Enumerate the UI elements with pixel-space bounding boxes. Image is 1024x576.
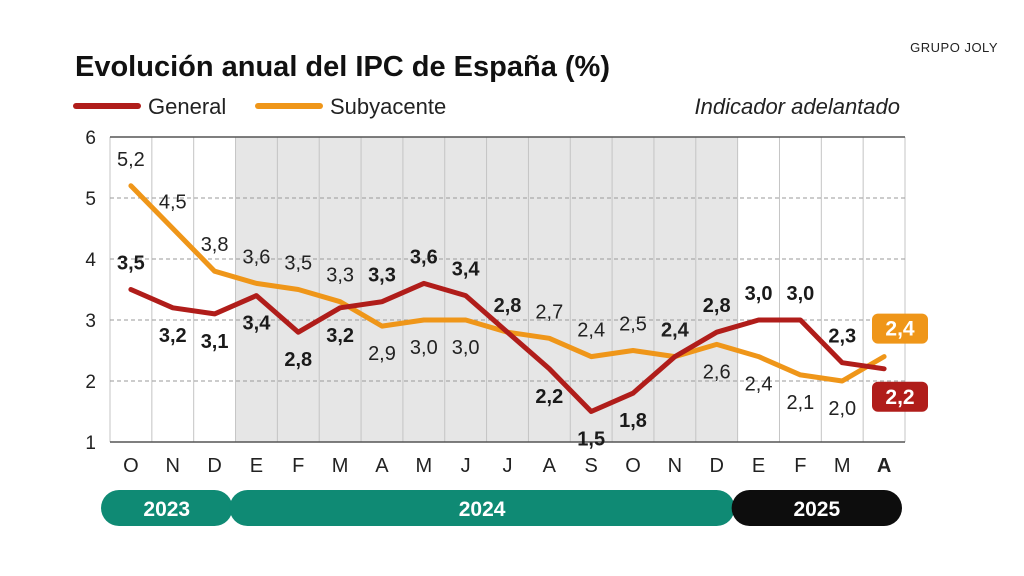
data-label-subyacente: 3,3 [326, 265, 354, 287]
x-tick-label: N [166, 455, 180, 477]
x-tick-label: F [794, 455, 806, 477]
data-label-subyacente: 2,1 [786, 392, 814, 414]
y-tick-label: 5 [85, 189, 96, 210]
data-label-general: 3,0 [745, 283, 773, 305]
year-bands: 2023 2024 2025 [101, 490, 902, 526]
x-tick-label: J [461, 455, 471, 477]
x-tick-label: D [709, 455, 723, 477]
data-label-subyacente: 2,6 [703, 361, 731, 383]
data-label-general: 2,8 [703, 295, 731, 317]
x-tick-label: N [668, 455, 682, 477]
data-label-general: 2,2 [535, 386, 563, 408]
data-label-subyacente: 2,4 [577, 320, 605, 342]
data-label-general: 3,2 [159, 325, 187, 347]
x-tick-label: D [207, 455, 221, 477]
data-label-general: 2,8 [284, 349, 312, 371]
year-band-label: 2025 [793, 498, 840, 521]
x-tick-label: A [375, 455, 389, 477]
data-label-subyacente: 3,0 [452, 337, 480, 359]
year-band-2023 [101, 490, 233, 526]
x-tick-label: S [585, 455, 598, 477]
data-label-subyacente: 2,9 [368, 343, 396, 365]
y-tick-label: 6 [85, 128, 96, 149]
x-tick-label: M [415, 455, 432, 477]
end-value-general-pill-label: 2,2 [885, 386, 914, 409]
x-tick-label: O [123, 455, 139, 477]
data-label-general: 1,8 [619, 410, 647, 432]
x-tick-label: A [543, 455, 557, 477]
data-label-subyacente: 3,8 [201, 234, 229, 256]
chart-title: Evolución anual del IPC de España (%) [75, 51, 610, 83]
data-label-general: 1,5 [577, 429, 605, 451]
y-tick-label: 2 [85, 372, 96, 393]
x-tick-label: M [834, 455, 851, 477]
data-label-subyacente: 2,4 [745, 374, 773, 396]
end-value-general-pill [872, 381, 928, 412]
x-tick-label: F [292, 455, 304, 477]
data-label-general: 3,3 [368, 265, 396, 287]
year-band-label: 2023 [143, 498, 190, 521]
legend-label-subyacente: Subyacente [330, 94, 446, 119]
data-label-subyacente: 3,0 [410, 337, 438, 359]
data-label-general: 2,4 [661, 320, 690, 342]
series [128, 183, 887, 414]
y-axis-ticks: 1 2 3 4 5 6 [85, 128, 96, 454]
data-label-general: 3,5 [117, 253, 145, 275]
year-band-2024 [229, 490, 735, 526]
x-tick-label: E [250, 455, 263, 477]
data-label-subyacente: 5,2 [117, 149, 145, 171]
series-line-general [128, 280, 887, 414]
y-tick-label: 1 [85, 433, 96, 454]
x-tick-label: M [332, 455, 349, 477]
data-label-subyacente: 2,8 [494, 295, 522, 317]
data-label-subyacente: 3,6 [243, 246, 271, 268]
data-label-general: 2,3 [828, 326, 856, 348]
y-tick-label: 4 [85, 250, 96, 271]
data-label-general: 3,1 [201, 331, 229, 353]
legend: General Subyacente [73, 94, 446, 119]
data-label-subyacente: 2,7 [535, 301, 563, 323]
data-label-general: 3,2 [326, 325, 354, 347]
data-labels: 3,5 5,2 3,2 4,5 3,1 3,8 3,4 3,6 2,8 3,5 3,2 3,3 3,3 2… [117, 149, 928, 451]
end-value-subyacente-pill-label: 2,4 [885, 318, 915, 341]
x-tick-label: E [752, 455, 765, 477]
x-tick-label: J [503, 455, 513, 477]
x-tick-label: O [625, 455, 641, 477]
x-tick-label: A [877, 455, 891, 477]
data-label-subyacente: 2,0 [828, 398, 856, 420]
data-label-subyacente: 3,5 [284, 253, 312, 275]
data-label-general: 3,4 [243, 313, 272, 335]
year-band-label: 2024 [459, 498, 506, 521]
year-band-2025 [731, 490, 902, 526]
brand-name: GRUPO JOLY [910, 40, 998, 55]
data-label-general: 3,4 [452, 259, 481, 281]
data-label-subyacente: 2,4 [661, 320, 689, 342]
data-label-subyacente: 4,5 [159, 192, 187, 214]
end-value-subyacente-pill [872, 313, 928, 344]
legend-label-general: General [148, 94, 226, 119]
data-label-general: 3,0 [786, 283, 814, 305]
data-label-subyacente: 2,5 [619, 314, 647, 336]
data-label-general: 3,6 [410, 246, 438, 268]
y-tick-label: 3 [85, 311, 96, 332]
indicator-note: Indicador adelantado [695, 94, 901, 119]
data-label-general: 2,8 [494, 295, 522, 317]
